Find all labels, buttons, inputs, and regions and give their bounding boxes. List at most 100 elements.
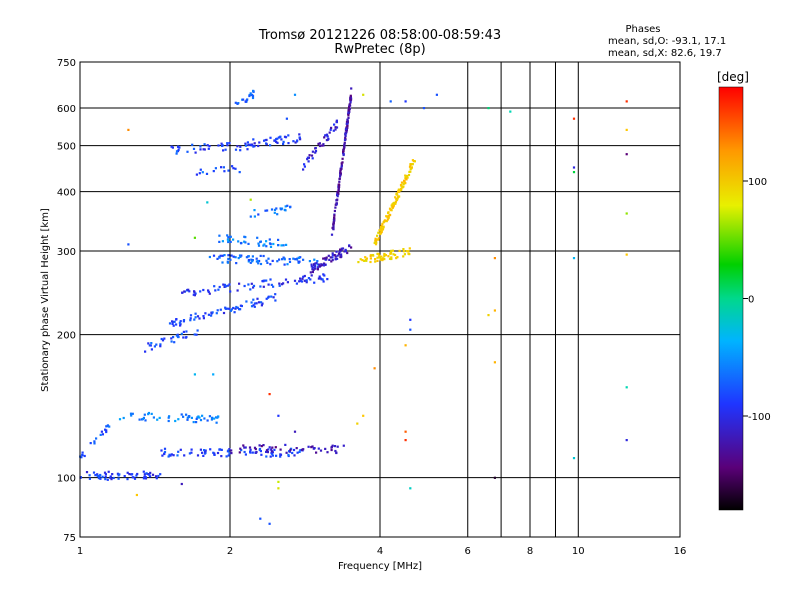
echo-point <box>236 289 239 292</box>
echo-point <box>249 92 252 95</box>
echo-point <box>262 254 265 258</box>
echo-point <box>238 171 241 174</box>
y-tick-label: 500 <box>57 142 76 153</box>
echo-point <box>89 442 92 445</box>
echo-point <box>307 277 310 280</box>
echo-point <box>394 200 397 203</box>
echo-point <box>116 472 119 475</box>
echo-point <box>232 167 235 170</box>
echo-point <box>332 218 335 221</box>
echo-point <box>179 448 182 451</box>
echo-point <box>279 453 283 456</box>
echo-point <box>275 140 278 143</box>
echo-point <box>176 454 179 457</box>
echo-point <box>170 453 173 456</box>
echo-point <box>338 177 341 180</box>
echo-point <box>342 153 345 157</box>
echo-point <box>177 450 180 453</box>
echo-point <box>135 474 138 477</box>
echo-point <box>299 449 302 452</box>
echo-point <box>390 249 393 252</box>
echo-point <box>333 214 336 217</box>
echo-point <box>131 473 134 476</box>
echo-point <box>174 419 177 423</box>
echo-point <box>270 208 274 211</box>
echo-point <box>275 454 278 457</box>
echo-point <box>173 341 176 344</box>
echo-point <box>380 255 383 258</box>
echo-point <box>244 142 247 145</box>
echo-point <box>349 100 352 103</box>
echo-point <box>273 208 277 211</box>
echo-point <box>250 282 253 285</box>
echo-point <box>182 319 186 322</box>
echo-point <box>341 161 344 164</box>
echo-point <box>148 344 151 347</box>
echo-point <box>194 151 197 154</box>
echo-point <box>199 145 202 148</box>
echo-point <box>105 429 108 432</box>
echo-point <box>258 141 261 144</box>
echo-point <box>101 433 104 436</box>
echo-point <box>335 121 338 124</box>
echo-point <box>311 445 314 448</box>
echo-point <box>224 148 227 151</box>
echo-point <box>342 148 345 151</box>
echo-point <box>279 135 282 138</box>
echo-point <box>167 416 170 419</box>
echo-point <box>262 285 265 288</box>
echo-point <box>320 263 323 266</box>
echo-point <box>239 145 242 148</box>
echo-point <box>171 146 174 149</box>
echo-point <box>250 301 253 304</box>
echo-point <box>293 279 297 282</box>
echo-point <box>310 265 313 268</box>
echo-point <box>308 154 311 157</box>
echo-point <box>152 416 155 419</box>
echo-point <box>402 250 405 253</box>
echo-point <box>302 258 305 261</box>
echo-point <box>159 345 162 348</box>
echo-point <box>288 450 291 453</box>
echo-point <box>244 144 248 147</box>
echo-point <box>269 455 272 458</box>
echo-point <box>333 123 336 126</box>
echo-point <box>376 234 379 237</box>
echo-point <box>222 283 225 286</box>
echo-point <box>142 416 145 419</box>
echo-point <box>313 264 317 267</box>
echo-point <box>287 142 290 145</box>
echo-point <box>208 255 211 259</box>
echo-point <box>228 452 231 455</box>
echo-point <box>369 257 372 260</box>
echo-point <box>307 445 310 448</box>
echo-point <box>347 116 350 119</box>
echo-point <box>118 418 122 421</box>
echo-point <box>249 215 252 218</box>
chart-subtitle: RwPretec (8p) <box>334 42 425 57</box>
echo-point <box>263 139 266 142</box>
echo-point <box>284 205 287 208</box>
echo-point <box>183 290 186 293</box>
echo-point <box>314 150 318 153</box>
echo-point <box>138 418 141 421</box>
echo-point <box>572 457 576 460</box>
echo-point <box>163 337 166 340</box>
echo-point <box>487 314 490 317</box>
echo-point <box>269 136 272 139</box>
echo-point <box>339 171 342 174</box>
echo-point <box>155 343 158 346</box>
echo-point <box>227 257 230 260</box>
echo-point <box>259 254 262 257</box>
echo-point <box>293 93 297 96</box>
echo-point <box>318 275 321 278</box>
echo-point <box>386 218 389 221</box>
x-tick-label: 8 <box>527 546 533 557</box>
echo-point <box>377 252 380 255</box>
echo-point <box>422 107 426 110</box>
echo-point <box>206 144 209 147</box>
echo-point <box>258 444 261 447</box>
echo-point <box>234 101 237 104</box>
echo-point <box>160 449 163 452</box>
echo-point <box>289 206 292 209</box>
